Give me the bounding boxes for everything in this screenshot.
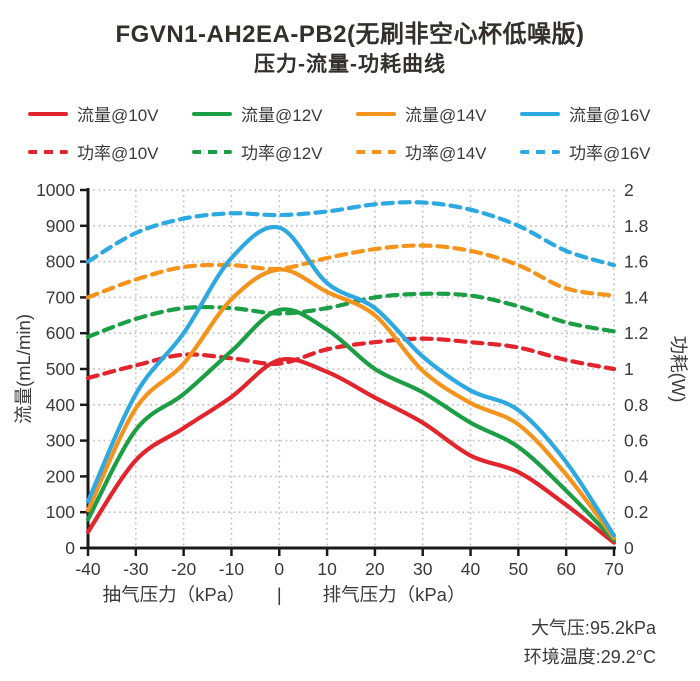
x-tick-label: -20	[171, 559, 197, 579]
power-tick-label: 1.2	[624, 323, 648, 343]
power-tick-label: 2	[624, 180, 634, 200]
x-tick-label: 70	[604, 559, 624, 579]
flow-tick-label: 300	[46, 431, 75, 451]
power-tick-label: 1	[624, 359, 634, 379]
power-10v-dashed-swatch	[28, 149, 68, 154]
power-16v-dashed-swatch	[520, 149, 560, 154]
flow-tick-label: 0	[65, 538, 75, 558]
power-12v-dashed-swatch	[192, 149, 232, 154]
pressure-flow-power-chart: 0100200300400500600700800900100000.20.40…	[13, 180, 689, 605]
x-tick-label: 40	[461, 559, 481, 579]
flow-12v-curve	[85, 307, 617, 543]
x-tick-label: 30	[413, 559, 433, 579]
legend-item-power-12v: 功率@12V	[192, 139, 344, 164]
legend-item-flow-14v: 流量@14V	[356, 101, 508, 126]
flow-tick-label: 900	[46, 216, 75, 236]
power-tick-label: 0.2	[624, 502, 648, 522]
legend-item-power-16v: 功率@16V	[520, 139, 672, 164]
flow-tick-label: 200	[46, 466, 75, 486]
x-tick-label: -10	[219, 559, 245, 579]
power-tick-label: 0.4	[624, 466, 649, 486]
flow-axis-title: 流量(mL/min)	[13, 314, 34, 424]
legend-label: 流量@16V	[569, 106, 651, 125]
flow-12v-line-swatch	[192, 111, 232, 116]
exhaust-pressure-axis-label: 排气压力（kPa）	[323, 584, 466, 605]
power-tick-label: 1.8	[624, 216, 648, 236]
power-axis-title: 功耗(W)	[668, 336, 689, 403]
flow-10v-curve	[85, 356, 617, 545]
legend-item-flow-16v: 流量@16V	[520, 101, 672, 126]
power-tick-label: 0	[624, 538, 634, 558]
x-tick-label: -30	[123, 559, 149, 579]
power-10v-curve	[85, 336, 617, 381]
legend-label: 功率@16V	[569, 144, 651, 163]
legend-label: 流量@12V	[241, 106, 323, 125]
legend-label: 流量@10V	[77, 106, 159, 125]
power-16v-curve	[85, 200, 617, 268]
axis-label-divider: |	[277, 584, 282, 605]
ambient-pressure-value: 大气压:95.2kPa	[530, 618, 656, 638]
x-tick-label: 20	[365, 559, 385, 579]
flow-tick-label: 100	[46, 502, 75, 522]
legend-row-flow: 流量@10V 流量@12V 流量@14V 流量@16V	[28, 101, 672, 126]
x-tick-label: 0	[274, 559, 284, 579]
legend-item-flow-12v: 流量@12V	[192, 101, 344, 126]
flow-14v-line-swatch	[356, 111, 396, 116]
flow-16v-curve	[85, 224, 617, 538]
power-14v-dashed-swatch	[356, 149, 396, 154]
page-subtitle: 压力-流量-功耗曲线	[254, 53, 446, 76]
power-14v-curve	[85, 243, 617, 300]
flow-tick-label: 700	[46, 287, 75, 307]
flow-tick-label: 400	[46, 395, 75, 415]
x-tick-label: 60	[556, 559, 576, 579]
page-title: FGVN1-AH2EA-PB2(无刷非空心杯低噪版)	[115, 21, 585, 48]
x-tick-label: -40	[75, 559, 101, 579]
legend-label: 功率@14V	[405, 144, 487, 163]
power-tick-label: 0.8	[624, 395, 648, 415]
flow-tick-label: 1000	[36, 180, 75, 200]
legend-label: 功率@10V	[77, 144, 159, 163]
suction-pressure-axis-label: 抽气压力（kPa）	[103, 584, 246, 605]
power-tick-label: 0.6	[624, 431, 648, 451]
x-tick-label: 10	[317, 559, 337, 579]
flow-14v-curve	[85, 267, 617, 541]
power-12v-curve	[85, 291, 617, 339]
flow-tick-label: 500	[46, 359, 75, 379]
legend-row-power: 功率@10V 功率@12V 功率@14V 功率@16V	[28, 139, 672, 164]
flow-16v-line-swatch	[520, 111, 560, 116]
flow-tick-label: 800	[46, 252, 75, 272]
legend-label: 流量@14V	[405, 106, 487, 125]
chart-legend: 流量@10V 流量@12V 流量@14V 流量@16V 功率@10V	[28, 101, 672, 164]
legend-item-power-10v: 功率@10V	[28, 139, 180, 164]
legend-item-flow-10v: 流量@10V	[28, 101, 180, 126]
ambient-temperature-value: 环境温度:29.2°C	[523, 647, 656, 667]
test-conditions: 大气压:95.2kPa 环境温度:29.2°C	[524, 614, 656, 672]
x-tick-label: 50	[509, 559, 529, 579]
legend-item-power-14v: 功率@14V	[356, 139, 508, 164]
power-tick-label: 1.6	[624, 252, 648, 272]
legend-label: 功率@12V	[241, 144, 323, 163]
flow-tick-label: 600	[46, 323, 75, 343]
flow-10v-line-swatch	[28, 111, 68, 116]
power-tick-label: 1.4	[624, 287, 649, 307]
